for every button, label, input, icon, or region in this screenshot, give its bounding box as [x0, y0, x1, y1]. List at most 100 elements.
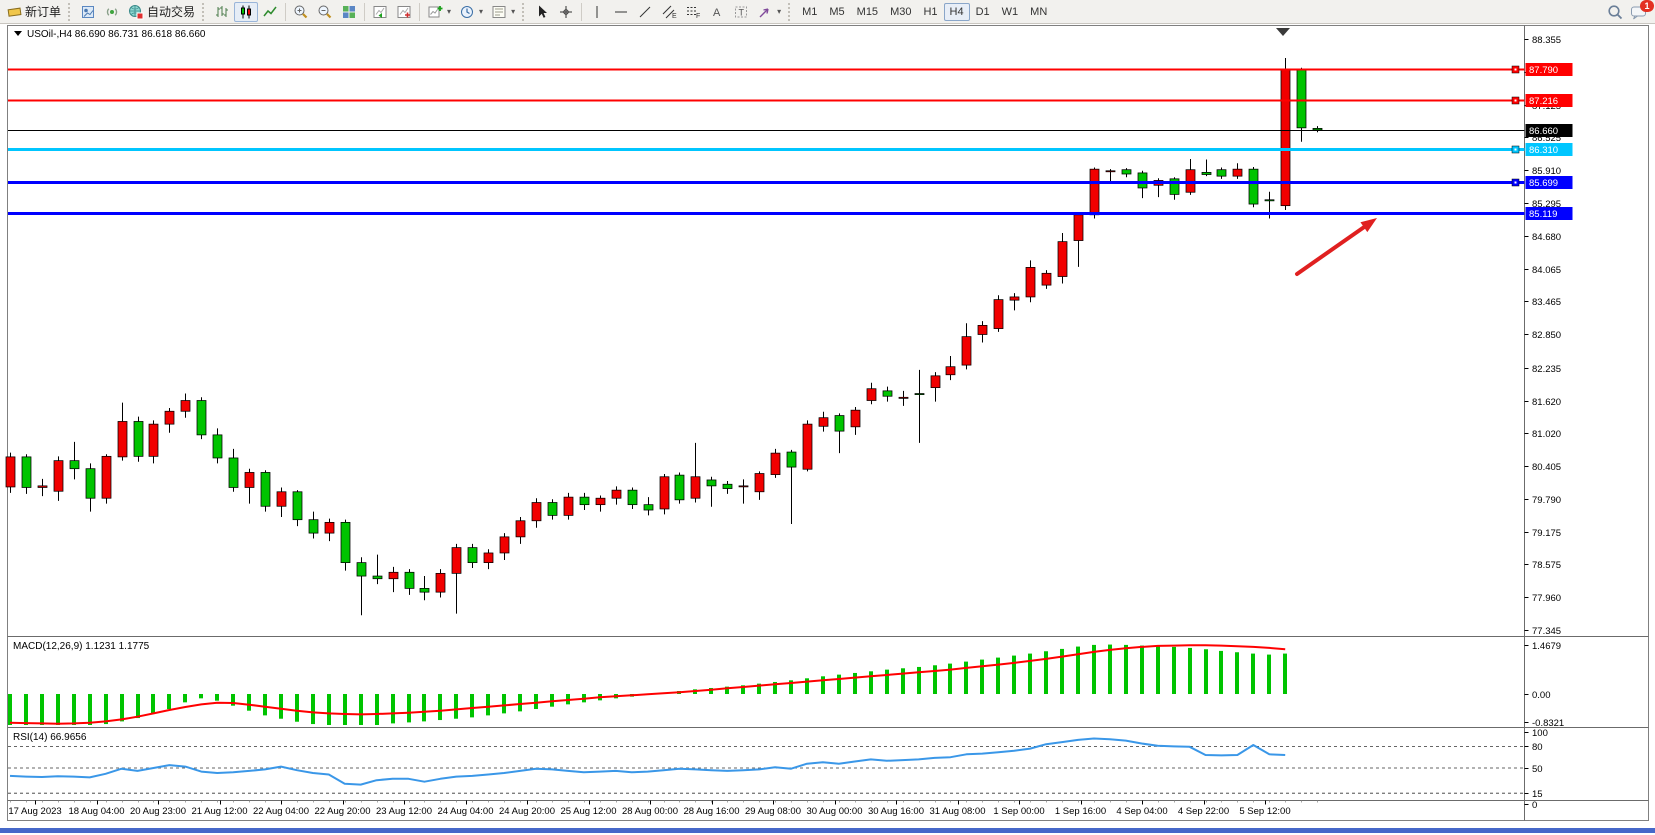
templates-button[interactable]: ▾ [487, 2, 519, 22]
candle [1089, 167, 1100, 219]
candle [244, 468, 255, 504]
search-icon[interactable] [1606, 3, 1624, 21]
candle-body [914, 393, 925, 395]
bar-chart-type-button[interactable] [210, 2, 234, 22]
notifications-icon[interactable]: 1 [1630, 0, 1654, 20]
autotrade-button[interactable]: 自动交易 [124, 2, 199, 22]
macd-histogram-bar [375, 694, 379, 725]
candle [21, 454, 32, 494]
zoom-in-button[interactable] [289, 2, 313, 22]
candle [786, 449, 797, 524]
toolbar-grip [522, 2, 527, 21]
signals-button[interactable] [100, 2, 124, 22]
periods-button[interactable]: ▾ [455, 2, 487, 22]
candle-body [85, 468, 96, 499]
text-label-tool-button[interactable]: T [729, 2, 753, 22]
macd-histogram-bar [709, 687, 713, 694]
time-axis[interactable]: 17 Aug 2023 18 Aug 04:00 20 Aug 23:00 21 Au… [8, 800, 1318, 818]
candle-body [212, 434, 223, 459]
horizontal-line-object[interactable]: 87.790 [8, 63, 1573, 76]
timeframe-m1[interactable]: M1 [796, 3, 823, 21]
macd-histogram-bar [88, 694, 92, 725]
candle-body [117, 421, 128, 458]
arrow-shaft[interactable] [1295, 223, 1369, 276]
line-price-tag-label: 87.790 [1529, 65, 1558, 76]
timeframe-m15[interactable]: M15 [851, 3, 884, 21]
line-price-tag [1525, 94, 1573, 107]
horizontal-line-object[interactable]: 85.119 [8, 207, 1573, 220]
price-tick-label: 86.525 [1532, 133, 1561, 144]
macd-histogram-bar [167, 694, 171, 710]
timeframe-h4[interactable]: H4 [943, 3, 970, 21]
symbol-dropdown-icon[interactable] [14, 31, 22, 36]
candle-body [1121, 169, 1132, 175]
macd-histogram-bar [725, 686, 729, 694]
macd-pane[interactable]: MACD(12,26,9) 1.1231 1.1775 1.4679 0.00 -0.… [8, 641, 1564, 729]
macd-histogram-bar [933, 665, 937, 694]
vertical-line-tool-button[interactable] [585, 2, 609, 22]
line-chart-type-button[interactable] [258, 2, 282, 22]
arrow-head[interactable] [1360, 218, 1377, 233]
candles-layer[interactable] [5, 58, 1323, 616]
fibonacci-tool-button[interactable]: F [681, 2, 705, 22]
equidistant-channel-tool-button[interactable]: E [657, 2, 681, 22]
candle-body [898, 396, 909, 399]
trendline-tool-button[interactable] [633, 2, 657, 22]
cursor-tool-button[interactable] [530, 2, 554, 22]
candle-body [866, 388, 877, 401]
horizontal-line-object[interactable]: 85.699 [8, 176, 1573, 189]
tile-windows-button[interactable] [337, 2, 361, 22]
candlestick-chart-icon [238, 4, 254, 20]
candle-body [1232, 168, 1243, 177]
macd-histogram-bar [948, 663, 952, 694]
text-tool-button[interactable]: A [705, 2, 729, 22]
price-tick-label: 79.175 [1532, 528, 1561, 539]
timeframe-m30[interactable]: M30 [884, 3, 917, 21]
notification-badge: 1 [1640, 0, 1654, 12]
rsi-pane[interactable]: RSI(14) 66.9656 100 80 50 150 [8, 728, 1548, 811]
macd-histogram-bar [136, 694, 140, 719]
zoom-out-button[interactable] [313, 2, 337, 22]
macd-histogram-bar [470, 694, 474, 718]
candle-body [308, 519, 319, 534]
candle [435, 569, 446, 598]
crosshair-tool-button[interactable] [554, 2, 578, 22]
macd-histogram-bar [24, 694, 28, 725]
timeframe-w1[interactable]: W1 [996, 3, 1025, 21]
horizontal-line-object[interactable]: 86.310 [8, 143, 1573, 156]
timeframe-d1[interactable]: D1 [970, 3, 996, 21]
timeframe-mn[interactable]: MN [1024, 3, 1053, 21]
timeframe-toolbar: M1 M5 M15 M30 H1 H4 D1 W1 MN [796, 2, 1053, 21]
candle-body [595, 497, 606, 506]
macd-histogram-bar [120, 694, 124, 722]
time-tick-label: 24 Aug 04:00 [438, 806, 494, 817]
metaeditor-button[interactable] [76, 2, 100, 22]
time-tick-label: 18 Aug 04:00 [69, 806, 125, 817]
new-order-button[interactable]: 新订单 [3, 2, 65, 22]
candle [977, 321, 988, 343]
timeframe-m5[interactable]: M5 [823, 3, 850, 21]
candle [738, 479, 749, 504]
horizontal-line-tool-button[interactable] [609, 2, 633, 22]
candle [515, 517, 526, 544]
arrow-annotation[interactable] [1295, 218, 1377, 276]
chart-shift-marker[interactable] [1276, 28, 1290, 36]
candle [1121, 168, 1132, 178]
candle [260, 470, 271, 512]
macd-label: MACD(12,26,9) 1.1231 1.1775 [13, 641, 150, 652]
candle-body [834, 415, 845, 432]
candle [1009, 293, 1020, 311]
candle-body [419, 588, 430, 593]
candlestick-chart-type-button[interactable] [234, 1, 259, 22]
objects-window-button[interactable] [392, 2, 416, 22]
new-chart-button[interactable]: ▾ [423, 2, 455, 22]
horizontal-line-object[interactable]: 87.216 [8, 94, 1573, 107]
macd-histogram-bar [1251, 653, 1255, 694]
arrows-tool-button[interactable]: ▾ [753, 2, 785, 22]
indicator-window-button[interactable] [368, 2, 392, 22]
candle-body [1280, 68, 1291, 207]
line-price-tag-label: 85.119 [1529, 209, 1557, 220]
candle-body [180, 400, 191, 412]
timeframe-h1[interactable]: H1 [917, 3, 943, 21]
